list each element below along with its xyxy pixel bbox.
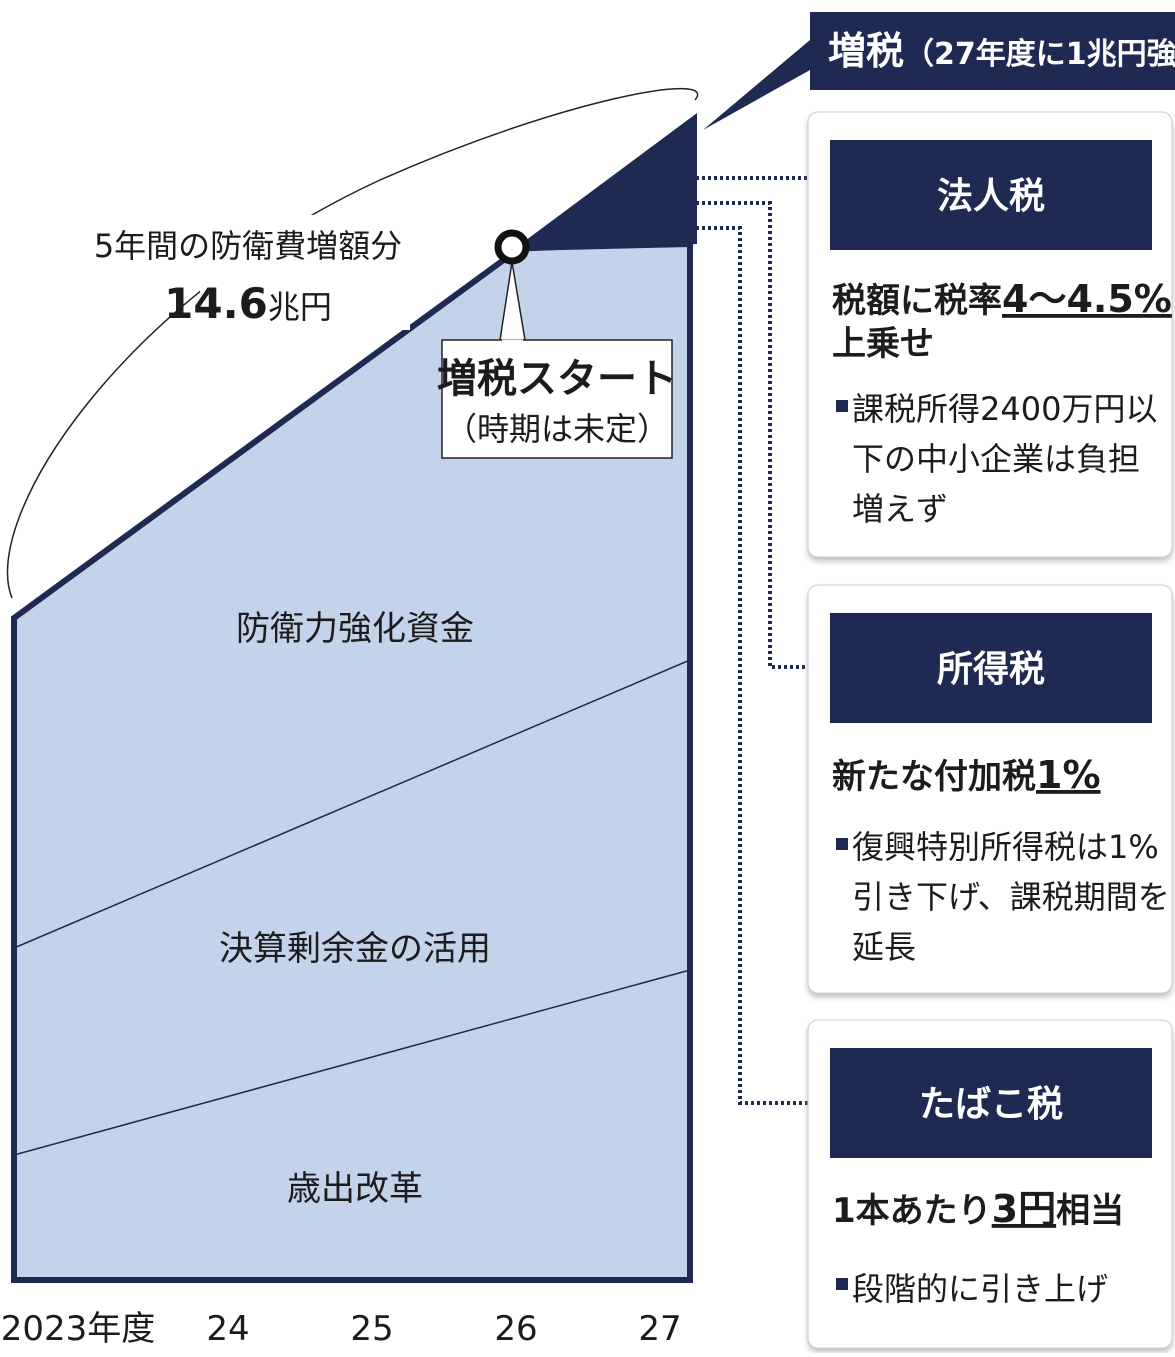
x-label: 26 [494,1309,537,1349]
area [11,240,693,1283]
area-label: 歳出改革 [287,1169,423,1209]
text: 4～4.5% [1002,277,1172,321]
callout-note: （時期は未定） [445,410,669,448]
divider [13,969,691,1156]
callout-title: 増税スタート [437,356,677,402]
header-bar [810,12,1175,90]
text: 引き下げ、課税期間を [852,878,1170,916]
callout-box [441,339,673,459]
tax-area [510,113,697,252]
panel: 法人税 税額に税率4～4.5% 上乗せ 課税所得2400万円以 下の中小企業は負… [807,111,1173,558]
text: （27年度に1兆円強） [904,37,1175,72]
text: 上乗せ [832,324,934,364]
area-label: 防衛力強化資金 [236,609,474,649]
header-pointer [703,40,810,130]
text: 1本あたり [832,1191,992,1231]
text: 新たな付加税 [832,757,1036,797]
panel: 所得税 新たな付加税1% 復興特別所得税は1% 引き下げ、課税期間を 延長 [807,584,1173,994]
text: 段階的に引き上げ [852,1270,1108,1308]
total-amount: 14.6兆円 [164,279,332,328]
text: 増えず [852,490,948,528]
header-title: 増税（27年度に1兆円強） [828,29,1175,73]
text: 3円 [992,1187,1056,1231]
panel: たばこ税 1本あたり3円相当 段階的に引き上げ [807,1019,1173,1349]
start-marker [494,229,530,265]
svg-text:税額に税率4～4.5%: 税額に税率4～4.5% [832,277,1172,321]
text: 14.6 [164,279,268,328]
x-label: 2023年度 [1,1309,156,1349]
text: 1% [1036,753,1101,797]
text: 下の中小企業は負担 [852,440,1140,478]
total-label: 5年間の防衛費増額分 [94,227,402,265]
x-label: 25 [350,1309,393,1349]
area-label: 決算剰余金の活用 [219,929,491,969]
text: 所得税 [937,649,1045,690]
text: 復興特別所得税は1% [852,828,1159,866]
brace-arc [6,87,699,599]
svg-text:1本あたり3円相当: 1本あたり3円相当 [832,1187,1124,1231]
text: 法人税 [937,176,1045,217]
x-label: 24 [206,1309,249,1349]
svg-text:新たな付加税1%: 新たな付加税1% [832,753,1101,797]
text: 兆円 [268,288,332,326]
text: 税額に税率 [832,281,1002,321]
text: 延長 [852,928,916,966]
text: 課税所得2400万円以 [852,390,1157,428]
label-bg [200,215,410,330]
text: たばこ税 [919,1084,1063,1125]
text: 増税 [828,29,904,73]
x-label: 27 [638,1309,681,1349]
connectors [678,176,825,1105]
divider [13,659,691,949]
text: 相当 [1056,1191,1124,1231]
